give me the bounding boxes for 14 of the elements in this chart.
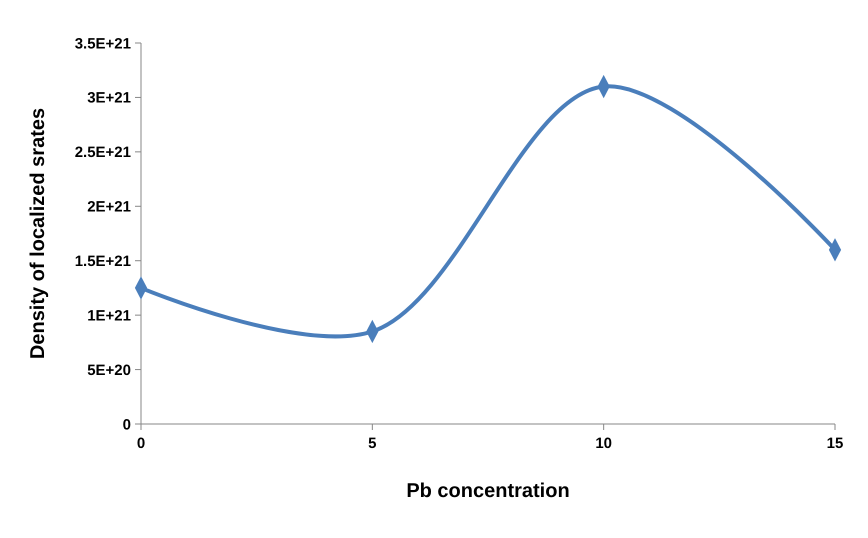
x-tick-label: 0 (136, 435, 146, 452)
x-axis-title: Pb concentration (406, 480, 570, 502)
y-tick-label: 0 (122, 416, 131, 434)
y-tick-label: 1.5E+21 (74, 252, 131, 270)
y-tick-label: 2E+21 (87, 198, 131, 216)
x-tick-label: 10 (595, 435, 612, 452)
y-tick-label: 1E+21 (87, 307, 131, 324)
x-tick-label: 5 (368, 435, 377, 452)
y-tick-label: 5E+20 (87, 362, 131, 379)
x-tick-label: 15 (826, 435, 844, 452)
y-tick-label: 3E+21 (87, 90, 131, 107)
y-tick-label: 3.5E+21 (74, 35, 131, 52)
y-axis-title: Density of localized srates (27, 108, 49, 360)
y-tick-label: 2.5E+21 (74, 144, 131, 162)
